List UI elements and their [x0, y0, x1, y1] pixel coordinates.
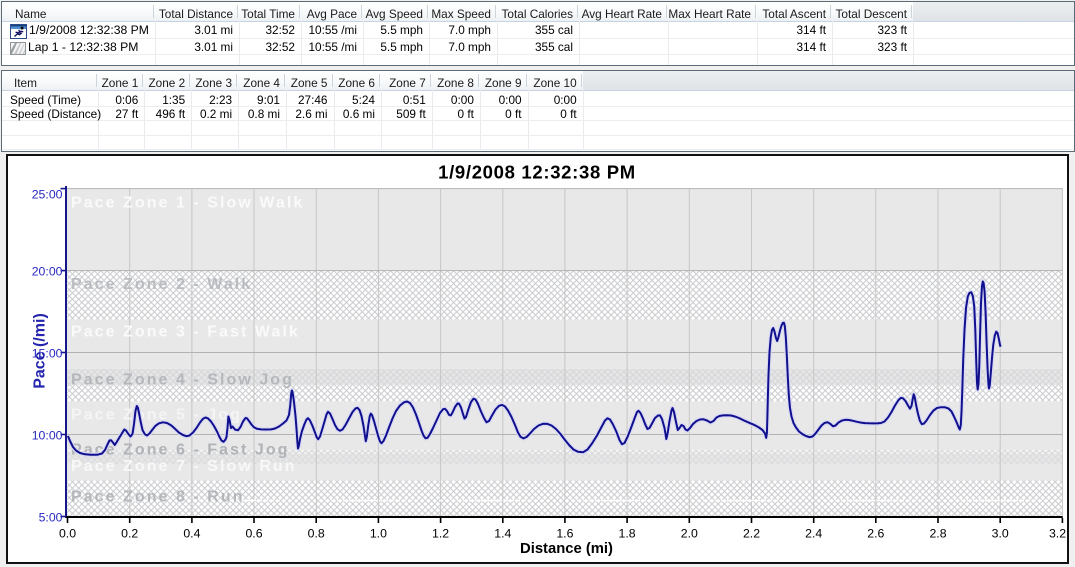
- svg-text:5:00: 5:00: [39, 510, 63, 524]
- svg-text:0.4: 0.4: [183, 527, 200, 541]
- svg-text:25:00: 25:00: [32, 188, 63, 202]
- svg-text:1.2: 1.2: [432, 527, 449, 541]
- svg-text:Pace Zone 6 - Fast Jog: Pace Zone 6 - Fast Jog: [71, 442, 289, 459]
- svg-text:1.4: 1.4: [494, 527, 511, 541]
- svg-text:Pace Zone 7 - Slow Run: Pace Zone 7 - Slow Run: [71, 458, 297, 475]
- svg-text:Pace (/mi): Pace (/mi): [32, 313, 49, 389]
- svg-text:Pace Zone 4 - Slow Jog: Pace Zone 4 - Slow Jog: [71, 372, 294, 389]
- svg-text:2.2: 2.2: [743, 527, 760, 541]
- svg-text:0.0: 0.0: [59, 527, 76, 541]
- svg-text:1.6: 1.6: [556, 527, 573, 541]
- svg-text:Pace Zone 3 - Fast Walk: Pace Zone 3 - Fast Walk: [71, 324, 300, 341]
- svg-text:3.0: 3.0: [992, 527, 1009, 541]
- svg-text:3.2: 3.2: [1049, 527, 1066, 541]
- svg-text:0.8: 0.8: [308, 527, 325, 541]
- svg-text:2.0: 2.0: [681, 527, 698, 541]
- svg-text:Pace Zone 1 - Slow Walk: Pace Zone 1 - Slow Walk: [71, 195, 304, 212]
- svg-text:0.6: 0.6: [245, 527, 262, 541]
- svg-text:1.8: 1.8: [619, 527, 636, 541]
- svg-text:2.8: 2.8: [929, 527, 946, 541]
- svg-text:1/9/2008 12:32:38 PM: 1/9/2008 12:32:38 PM: [438, 162, 636, 183]
- svg-text:20:00: 20:00: [32, 265, 63, 279]
- svg-text:15:00: 15:00: [32, 346, 63, 360]
- svg-text:0.2: 0.2: [121, 527, 138, 541]
- svg-text:Distance (mi): Distance (mi): [520, 541, 613, 557]
- svg-text:Pace Zone 5 - Jog: Pace Zone 5 - Jog: [71, 407, 242, 424]
- svg-text:10:00: 10:00: [32, 428, 63, 442]
- svg-text:2.4: 2.4: [805, 527, 822, 541]
- svg-text:Pace Zone 2 - Walk: Pace Zone 2 - Walk: [71, 276, 252, 293]
- svg-text:Pace Zone 8 - Run: Pace Zone 8 - Run: [71, 489, 245, 506]
- svg-text:2.6: 2.6: [867, 527, 884, 541]
- svg-text:1.0: 1.0: [370, 527, 387, 541]
